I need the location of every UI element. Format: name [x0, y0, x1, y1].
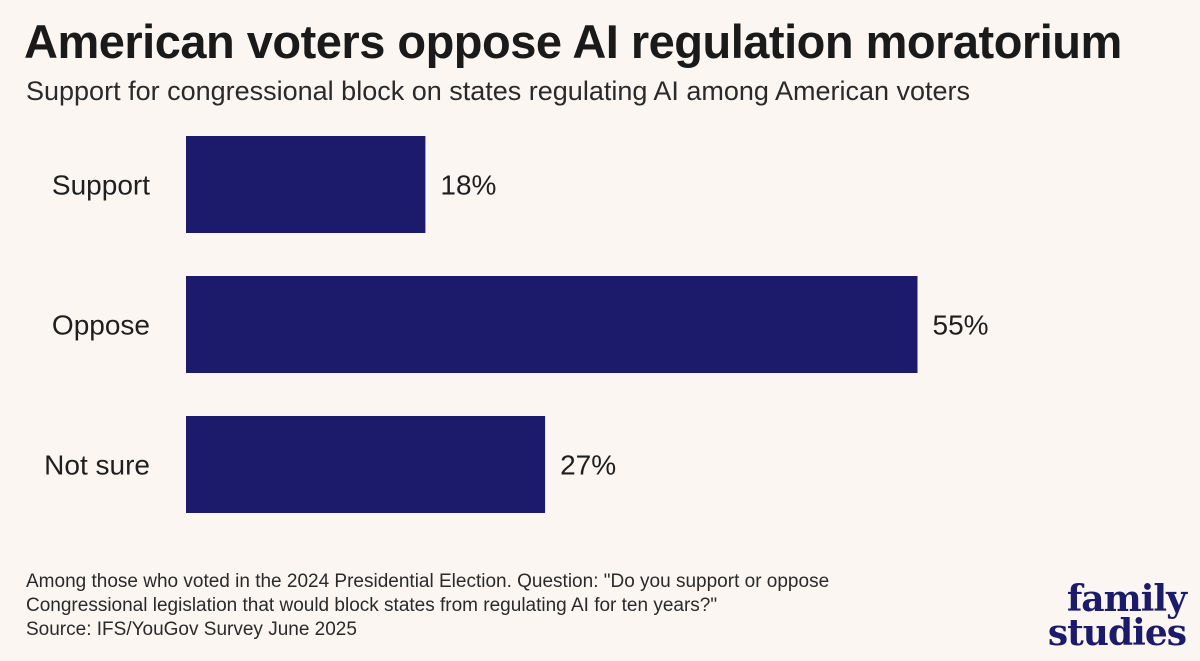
family-studies-logo: family studies [1047, 578, 1187, 654]
value-label: 27% [560, 450, 616, 481]
footnote-line-1: Among those who voted in the 2024 Presid… [26, 571, 830, 592]
source-note: Source: IFS/YouGov Survey June 2025 [26, 619, 357, 640]
category-label: Not sure [44, 450, 150, 481]
footnote-line-2: Congressional legislation that would blo… [26, 595, 718, 616]
value-label: 18% [440, 170, 496, 201]
bar-not-sure [186, 416, 546, 513]
chart-title: American voters oppose AI regulation mor… [24, 15, 1122, 68]
value-label: 55% [933, 310, 989, 341]
category-label: Oppose [52, 310, 150, 341]
bar-oppose [186, 276, 918, 373]
footnote: Among those who voted in the 2024 Presid… [26, 570, 829, 642]
category-label: Support [52, 170, 150, 201]
bar-chart: Support 18% Oppose 55% Not sure 27% [44, 136, 989, 513]
bar-support [186, 136, 426, 233]
logo-line-2: studies [1047, 612, 1187, 654]
logo-line-1: family [1066, 578, 1187, 620]
chart-subtitle: Support for congressional block on state… [26, 76, 971, 106]
